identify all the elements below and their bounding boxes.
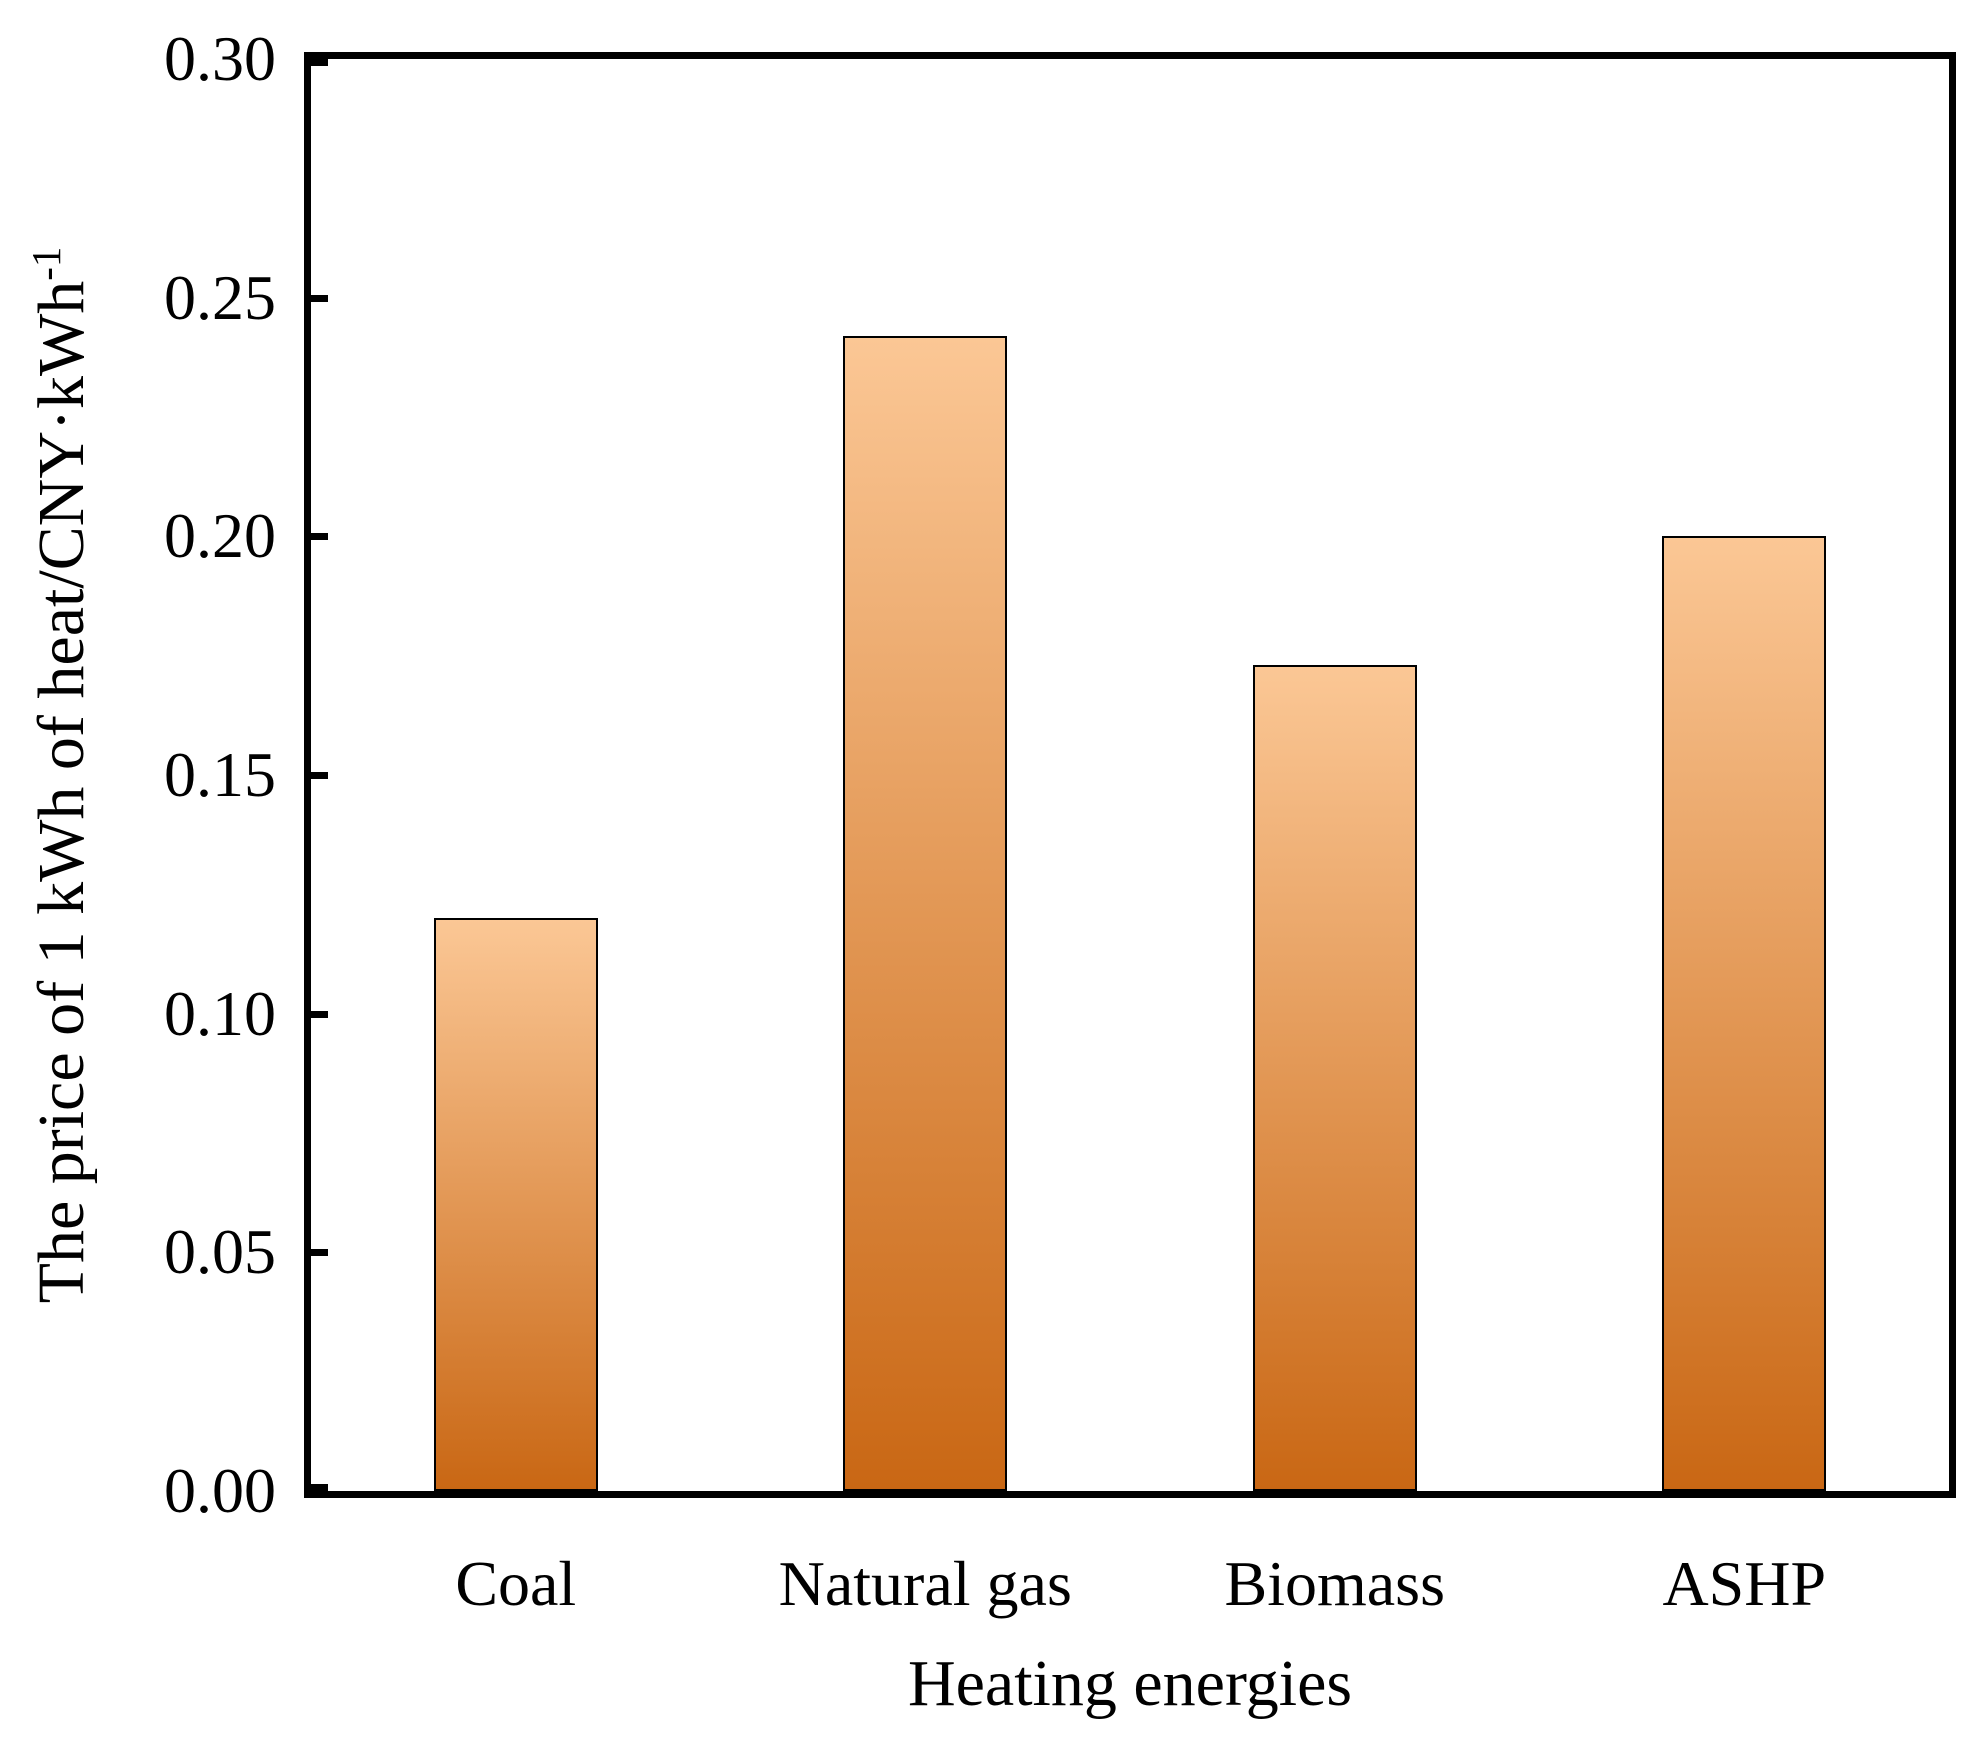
y-tick-label: 0.00 [164,1455,276,1526]
bar-coal [433,918,598,1491]
y-tick-label: 0.15 [164,739,276,810]
x-tick-label-natural-gas: Natural gas [778,1548,1072,1619]
y-axis-tick [311,1010,328,1018]
y-tick-label: 0.20 [164,500,276,572]
y-axis-tick [311,533,328,541]
y-axis-tick [311,1249,328,1257]
x-tick-label-biomass: Biomass [1224,1548,1445,1619]
y-axis-tick [311,59,328,66]
y-axis-tick [311,772,328,779]
x-tick-label-ashp: ASHP [1662,1548,1827,1619]
bar-biomass [1252,665,1417,1491]
x-tick-label-coal: Coal [455,1548,577,1619]
bar-ashp [1662,536,1827,1491]
y-axis-tick [311,294,328,302]
y-axis-tick [311,1484,328,1491]
y-tick-label: 0.10 [164,977,276,1049]
bar-natural-gas [843,335,1008,1491]
x-axis-title: Heating energies [907,1647,1353,1720]
y-tick-label: 0.25 [164,261,276,333]
y-tick-label: 0.05 [164,1216,276,1288]
y-tick-label: 0.30 [164,23,276,94]
plot-area [304,52,1956,1498]
